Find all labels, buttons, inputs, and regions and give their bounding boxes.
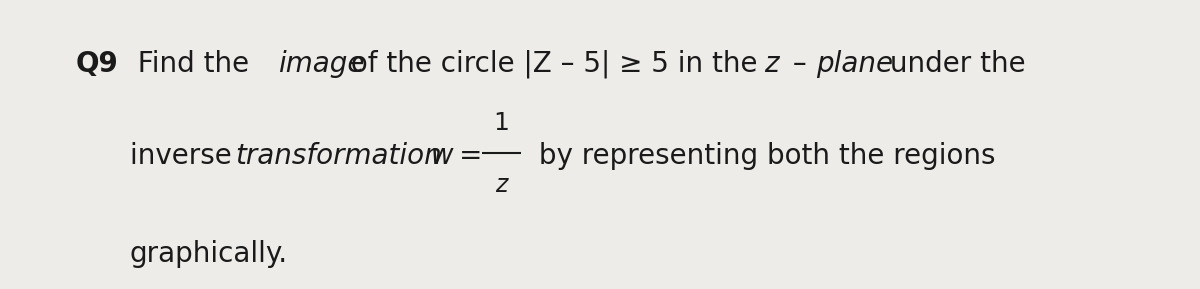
- Text: Find the: Find the: [120, 50, 258, 77]
- Text: –: –: [784, 50, 815, 77]
- Text: plane: plane: [816, 50, 893, 77]
- Text: transformation: transformation: [235, 142, 442, 170]
- Text: image: image: [278, 50, 365, 77]
- Text: z: z: [764, 50, 779, 77]
- Text: Q9: Q9: [76, 50, 119, 77]
- Text: of the circle |Z – 5| ≥ 5 in the: of the circle |Z – 5| ≥ 5 in the: [342, 49, 767, 78]
- Text: w =: w =: [422, 142, 488, 170]
- Text: under the: under the: [881, 50, 1026, 77]
- Text: z: z: [496, 173, 508, 197]
- Text: 1: 1: [493, 111, 510, 135]
- Text: by representing both the regions: by representing both the regions: [530, 142, 996, 170]
- Text: graphically.: graphically.: [130, 240, 288, 268]
- Text: inverse: inverse: [130, 142, 240, 170]
